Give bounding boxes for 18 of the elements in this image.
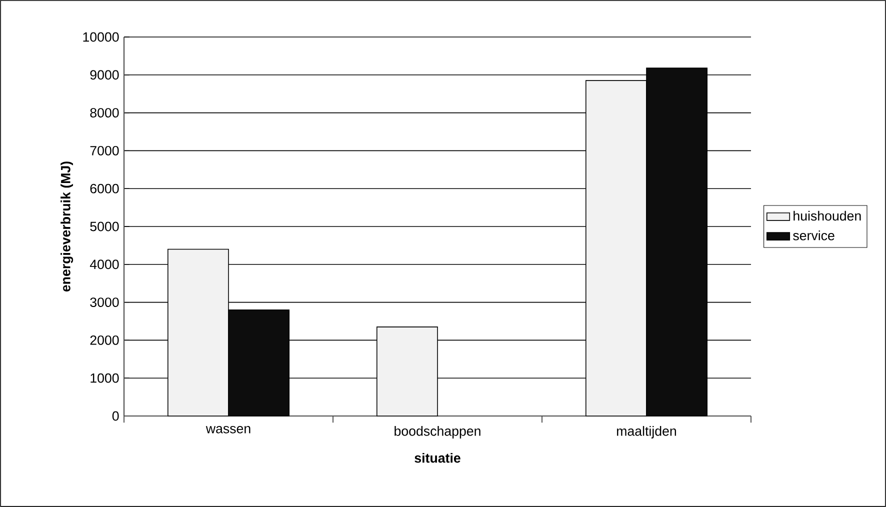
y-axis-title: energieverbruik (MJ) bbox=[60, 162, 74, 292]
x-axis-title: situatie bbox=[414, 452, 460, 463]
y-tick-label: 3000 bbox=[90, 298, 119, 308]
y-tick-label: 4000 bbox=[90, 260, 119, 270]
legend-label: huishouden bbox=[794, 210, 861, 221]
x-tick-label: maaltijden bbox=[616, 426, 676, 438]
y-tick-label: 7000 bbox=[90, 146, 119, 156]
x-tick-label: boodschappen bbox=[394, 426, 480, 438]
y-tick-label: 6000 bbox=[90, 184, 119, 194]
x-tick-label: wassen bbox=[206, 426, 250, 434]
y-tick-label: 8000 bbox=[90, 108, 119, 118]
y-tick-label: 9000 bbox=[90, 70, 119, 80]
y-tick-label: 2000 bbox=[90, 335, 119, 345]
y-tick-label: 1000 bbox=[90, 373, 119, 383]
legend-label: service bbox=[793, 230, 834, 240]
y-tick-label: 0 bbox=[112, 411, 119, 421]
y-tick-label: 5000 bbox=[90, 222, 119, 232]
y-tick-label: 10000 bbox=[83, 32, 119, 42]
